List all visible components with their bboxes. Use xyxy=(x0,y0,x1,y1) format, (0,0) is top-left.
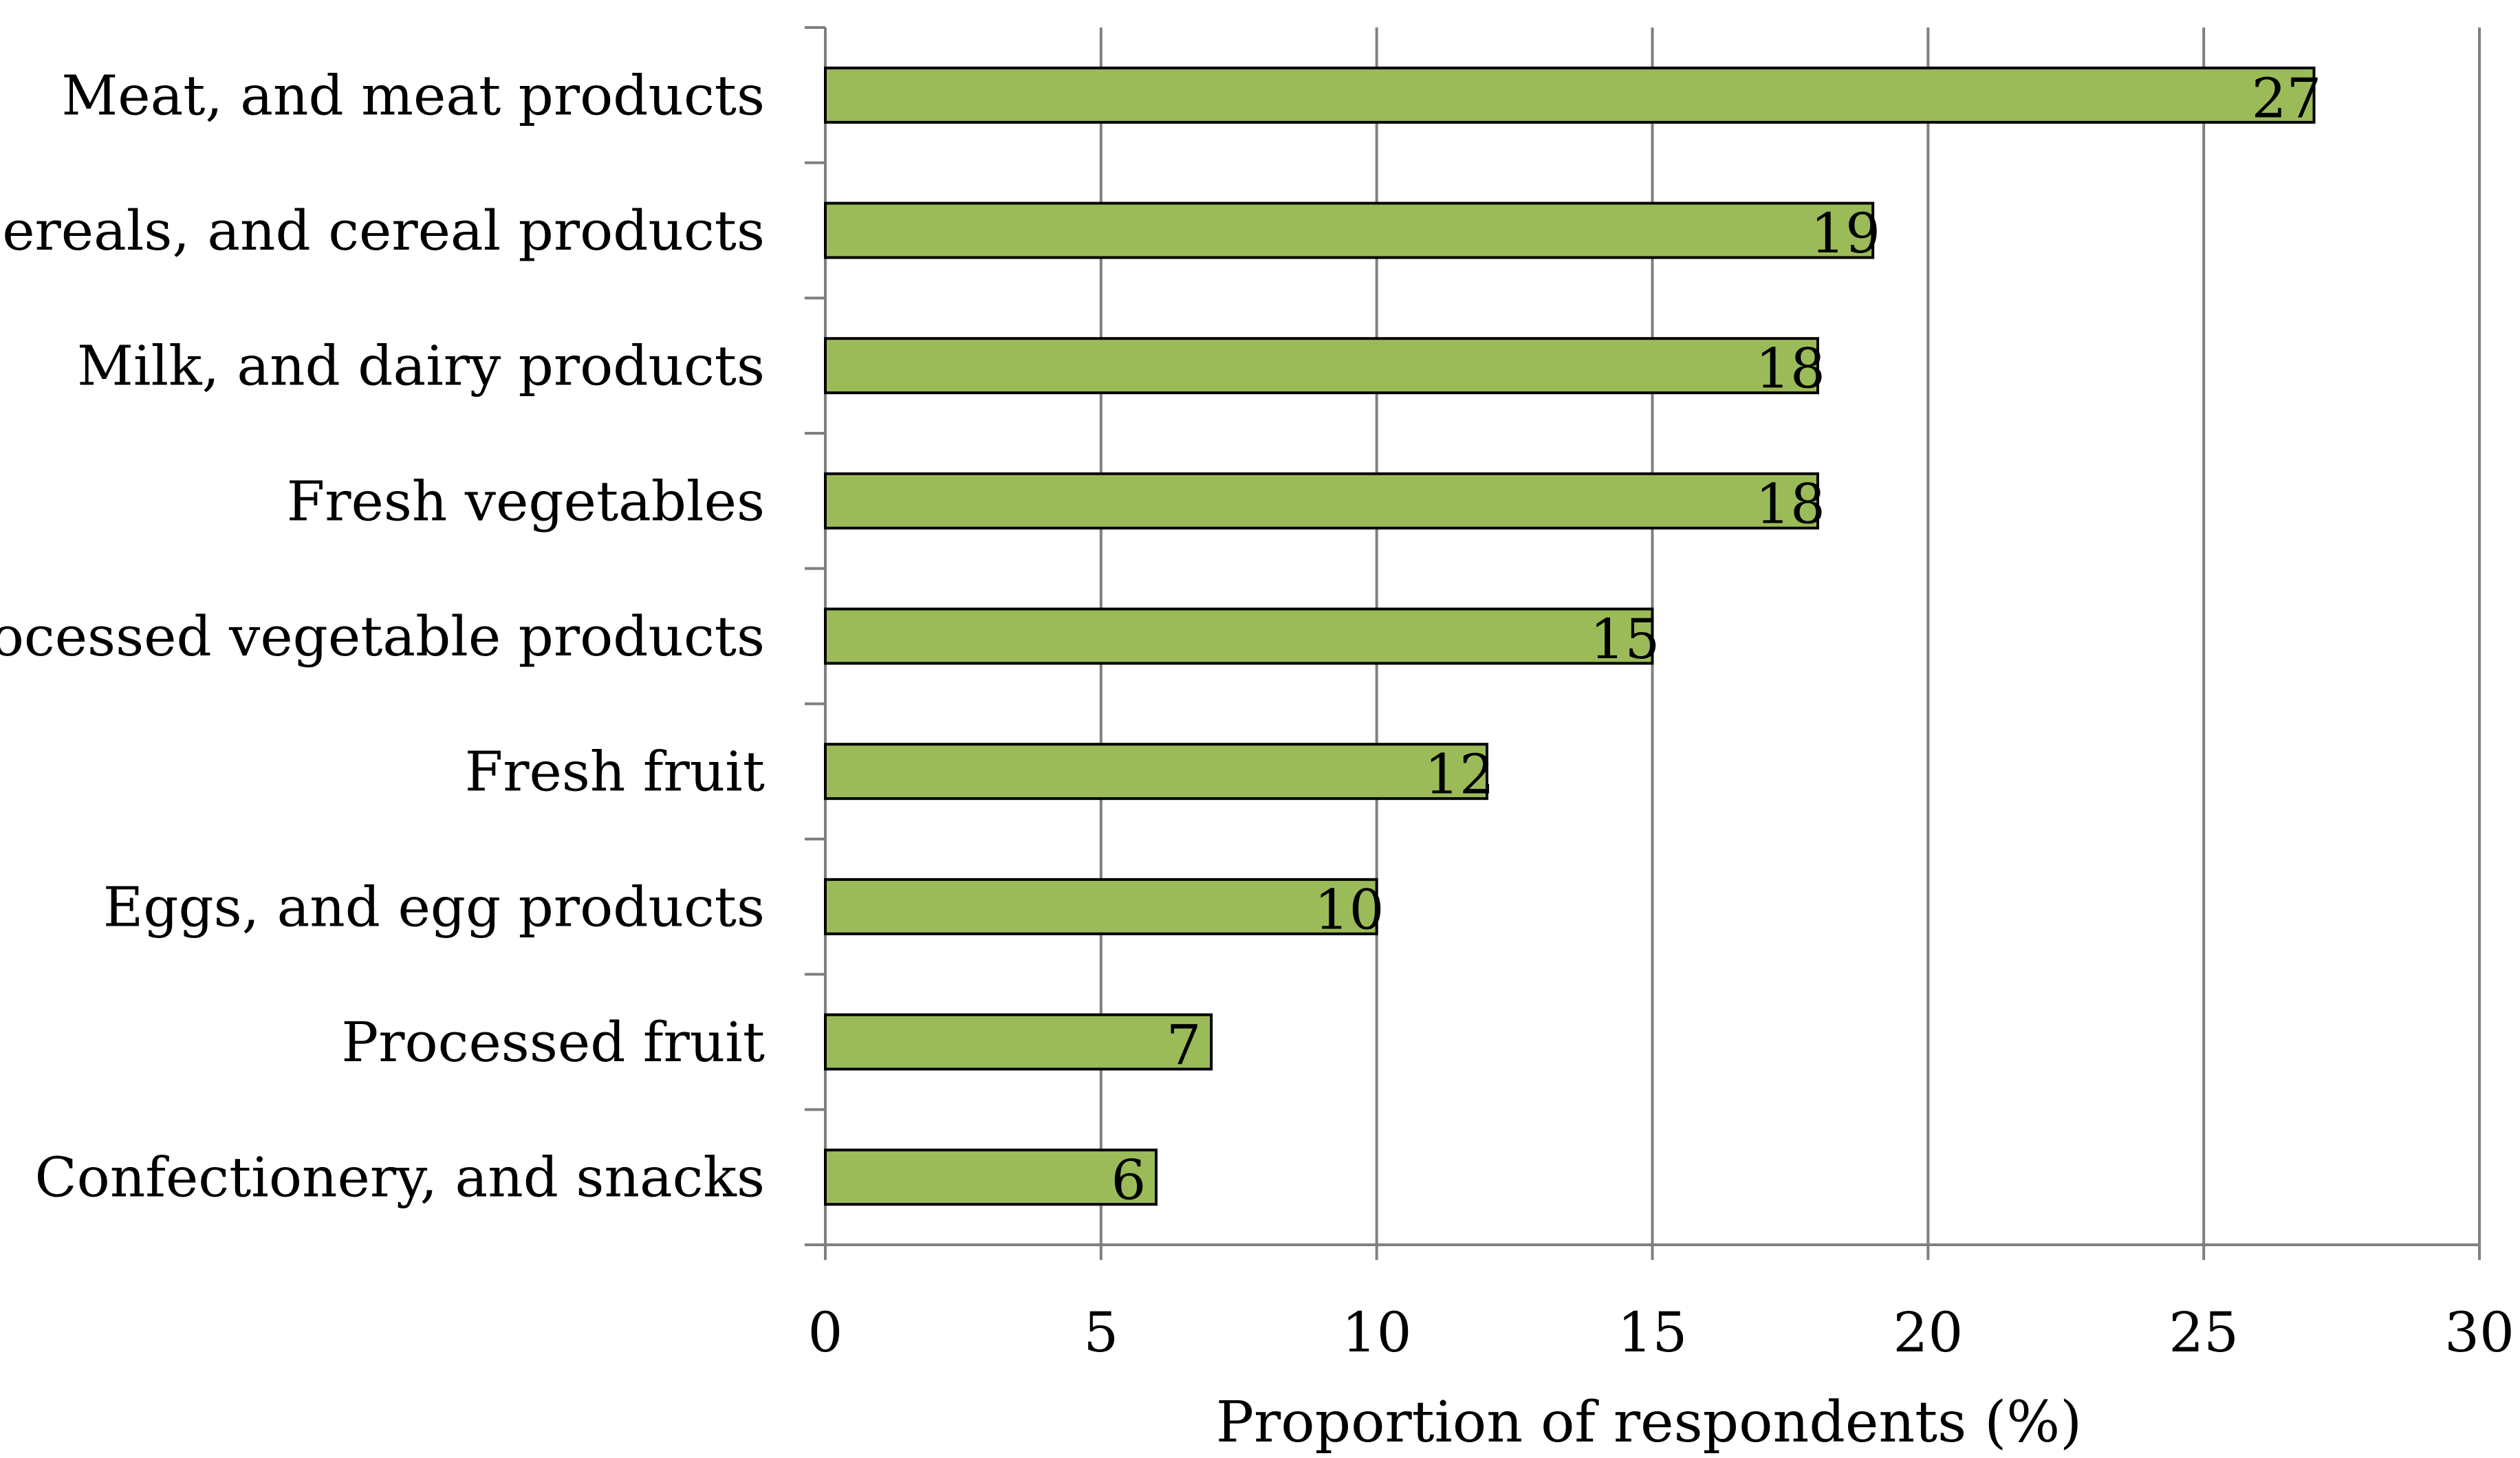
category-label: Processed vegetable products xyxy=(0,605,765,668)
x-tick-label: 5 xyxy=(1083,1301,1118,1364)
data-label: 18 xyxy=(1755,337,1825,401)
bar xyxy=(824,472,1819,530)
data-label: 19 xyxy=(1810,202,1880,265)
x-tick-label: 30 xyxy=(2444,1301,2514,1364)
bar xyxy=(824,878,1378,935)
category-label: Confectionery, and snacks xyxy=(34,1146,765,1210)
data-label: 6 xyxy=(1111,1149,1147,1212)
category-label: Milk, and dairy products xyxy=(77,334,765,398)
x-tick-label: 10 xyxy=(1342,1301,1412,1364)
data-label: 12 xyxy=(1424,743,1495,807)
bar xyxy=(824,337,1819,395)
category-label: Fresh vegetables xyxy=(287,469,765,533)
category-label: Meat, and meat products xyxy=(61,63,765,127)
bar xyxy=(824,66,2316,124)
x-tick-label: 20 xyxy=(1893,1301,1963,1364)
data-label: 15 xyxy=(1590,607,1660,671)
category-label: Cereals, and cereal products xyxy=(0,199,765,263)
category-label: Processed fruit xyxy=(341,1010,765,1074)
category-label: Eggs, and egg products xyxy=(103,875,765,939)
bar xyxy=(824,607,1654,665)
bar xyxy=(824,1013,1213,1071)
x-tick-label: 25 xyxy=(2169,1301,2239,1364)
data-label: 18 xyxy=(1755,472,1825,536)
x-tick-label: 0 xyxy=(808,1301,843,1364)
bar xyxy=(824,1149,1158,1206)
labels: 0 5 10 15 20 25 30 Meat, and meat products 27 Cer… xyxy=(0,63,2514,1364)
bar xyxy=(824,743,1488,801)
data-label: 27 xyxy=(2252,66,2322,130)
data-label: 10 xyxy=(1314,878,1384,942)
data-label: 7 xyxy=(1166,1013,1202,1077)
x-tick-label: 15 xyxy=(1618,1301,1688,1364)
bars xyxy=(824,66,2316,1206)
x-axis-title: Proportion of respondents (%) xyxy=(1216,1390,2082,1455)
category-label: Fresh fruit xyxy=(465,740,765,804)
bar xyxy=(824,202,1875,259)
